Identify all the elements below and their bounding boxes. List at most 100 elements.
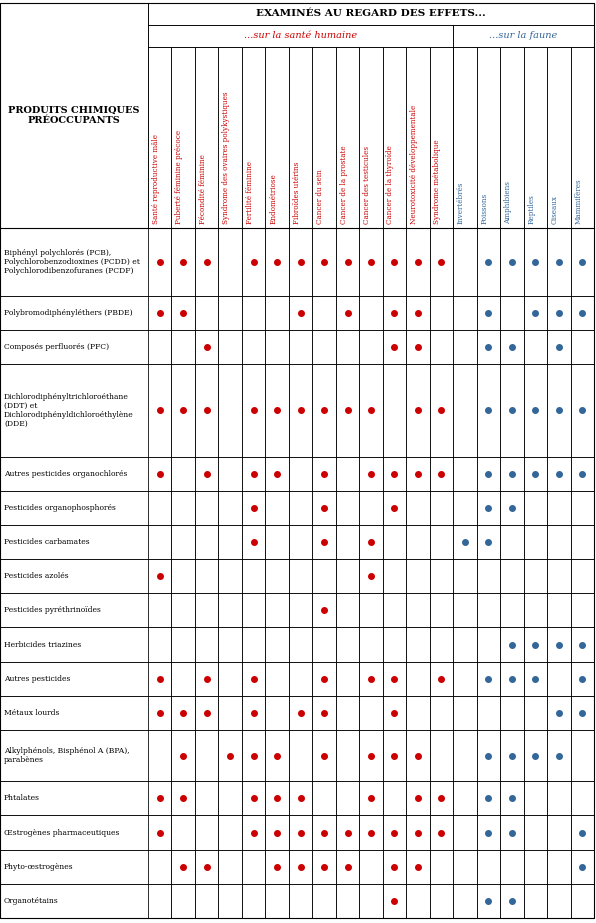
Bar: [359, 815, 383, 850]
Bar: [523, 228, 547, 296]
Bar: [172, 457, 195, 491]
Bar: [453, 365, 477, 457]
Bar: [383, 850, 406, 884]
Bar: [336, 628, 359, 662]
Bar: [383, 593, 406, 628]
Text: Pesticides pyréthrinoïdes: Pesticides pyréthrinoïdes: [4, 606, 101, 615]
Bar: [430, 559, 453, 593]
Bar: [523, 781, 547, 815]
Bar: [172, 228, 195, 296]
Bar: [195, 884, 218, 918]
Bar: [383, 365, 406, 457]
Bar: [359, 525, 383, 559]
Bar: [242, 781, 265, 815]
Bar: [477, 525, 500, 559]
Bar: [148, 850, 172, 884]
Bar: [312, 628, 336, 662]
Bar: [570, 559, 594, 593]
Bar: [430, 781, 453, 815]
Bar: [477, 47, 500, 228]
Text: Amphibiens: Amphibiens: [504, 181, 512, 223]
Text: ...sur la faune: ...sur la faune: [489, 31, 558, 41]
Bar: [242, 593, 265, 628]
Bar: [383, 47, 406, 228]
Bar: [242, 559, 265, 593]
Bar: [523, 296, 547, 330]
Bar: [336, 815, 359, 850]
Bar: [500, 525, 523, 559]
Bar: [336, 491, 359, 525]
Bar: [500, 491, 523, 525]
Bar: [218, 662, 242, 696]
Bar: [477, 491, 500, 525]
Bar: [453, 884, 477, 918]
Bar: [148, 662, 172, 696]
Bar: [570, 884, 594, 918]
Bar: [383, 815, 406, 850]
Bar: [336, 884, 359, 918]
Bar: [242, 457, 265, 491]
Bar: [406, 296, 430, 330]
Bar: [148, 296, 172, 330]
Bar: [336, 662, 359, 696]
Bar: [0, 696, 148, 730]
Bar: [477, 559, 500, 593]
Bar: [312, 884, 336, 918]
Bar: [570, 730, 594, 781]
Bar: [430, 296, 453, 330]
Text: Pesticides carbamates: Pesticides carbamates: [4, 538, 89, 546]
Bar: [265, 525, 289, 559]
Bar: [547, 781, 570, 815]
Bar: [406, 491, 430, 525]
Bar: [336, 850, 359, 884]
Bar: [523, 559, 547, 593]
Bar: [430, 662, 453, 696]
Bar: [547, 850, 570, 884]
Bar: [359, 730, 383, 781]
Bar: [500, 47, 523, 228]
Text: Pesticides azolés: Pesticides azolés: [4, 572, 69, 581]
Text: Polybromodiphényléthers (PBDE): Polybromodiphényléthers (PBDE): [4, 309, 133, 317]
Bar: [218, 781, 242, 815]
Bar: [500, 628, 523, 662]
Bar: [336, 730, 359, 781]
Bar: [453, 525, 477, 559]
Bar: [312, 781, 336, 815]
Bar: [289, 850, 312, 884]
Bar: [453, 47, 477, 228]
Bar: [336, 457, 359, 491]
Bar: [242, 662, 265, 696]
Bar: [312, 662, 336, 696]
Bar: [383, 781, 406, 815]
Bar: [523, 815, 547, 850]
Bar: [430, 593, 453, 628]
Bar: [289, 628, 312, 662]
Bar: [148, 491, 172, 525]
Bar: [547, 296, 570, 330]
Bar: [0, 559, 148, 593]
Bar: [430, 884, 453, 918]
Bar: [195, 628, 218, 662]
Bar: [383, 296, 406, 330]
Bar: [523, 696, 547, 730]
Bar: [172, 850, 195, 884]
Bar: [265, 491, 289, 525]
Bar: [430, 730, 453, 781]
Bar: [265, 47, 289, 228]
Bar: [500, 593, 523, 628]
Bar: [218, 730, 242, 781]
Bar: [0, 730, 148, 781]
Bar: [195, 781, 218, 815]
Bar: [453, 457, 477, 491]
Text: ...sur la santé humaine: ...sur la santé humaine: [244, 31, 357, 41]
Text: PRODUITS CHIMIQUES
PRÉOCCUPANTS: PRODUITS CHIMIQUES PRÉOCCUPANTS: [8, 105, 139, 125]
Bar: [172, 47, 195, 228]
Bar: [453, 491, 477, 525]
Bar: [406, 781, 430, 815]
Bar: [547, 525, 570, 559]
Bar: [570, 491, 594, 525]
Bar: [500, 228, 523, 296]
Bar: [547, 491, 570, 525]
Bar: [523, 491, 547, 525]
Bar: [172, 696, 195, 730]
